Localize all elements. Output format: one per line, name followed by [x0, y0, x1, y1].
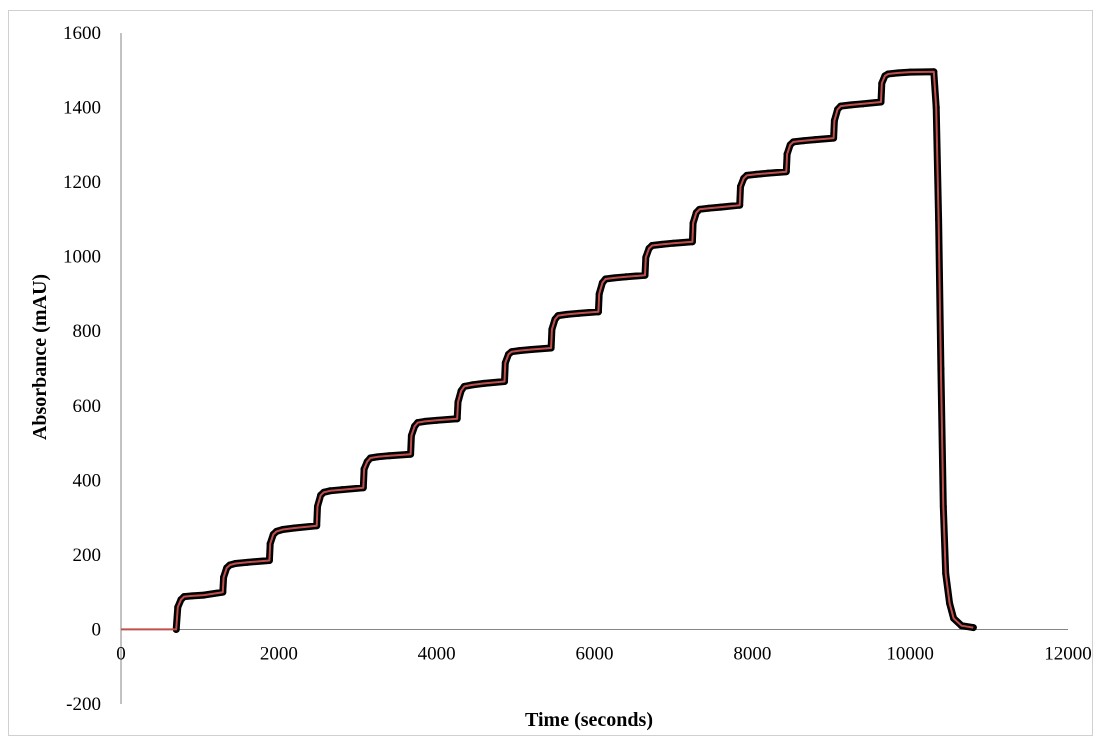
x-tick-labels: 0 2000 4000 6000 8000 10000 12000: [116, 643, 1092, 664]
series-fit: [121, 70, 974, 631]
x-tick-label: 2000: [260, 643, 298, 664]
axes-layer: [120, 33, 1068, 704]
y-tick-label: 200: [73, 545, 102, 566]
x-tick-label: 12000: [1044, 643, 1092, 664]
x-tick-label: 0: [116, 643, 126, 664]
y-tick-labels: -200 0 200 400 600 800 1000 1200 1400 1600: [63, 23, 101, 715]
x-axis-title: Time (seconds): [525, 709, 653, 731]
fit-line: [121, 70, 974, 631]
series-measured: [172, 68, 977, 633]
y-tick-label: 1600: [63, 23, 101, 44]
y-tick-label: 800: [73, 321, 102, 342]
measured-trace: [172, 68, 977, 633]
y-tick-label: 600: [73, 396, 102, 417]
x-tick-label: 10000: [886, 643, 934, 664]
x-tick-label: 6000: [576, 643, 614, 664]
y-tick-label: 1400: [63, 98, 101, 119]
y-tick-label: 1200: [63, 172, 101, 193]
y-tick-label: -200: [66, 694, 101, 715]
y-tick-label: 1000: [63, 247, 101, 268]
y-axis-title: Absorbance (mAU): [29, 274, 51, 440]
x-tick-label: 8000: [733, 643, 771, 664]
chart-frame: [8, 10, 1093, 736]
x-tick-label: 4000: [418, 643, 456, 664]
y-tick-label: 0: [92, 619, 102, 640]
y-tick-label: 400: [73, 470, 102, 491]
series-layer: [121, 68, 977, 633]
